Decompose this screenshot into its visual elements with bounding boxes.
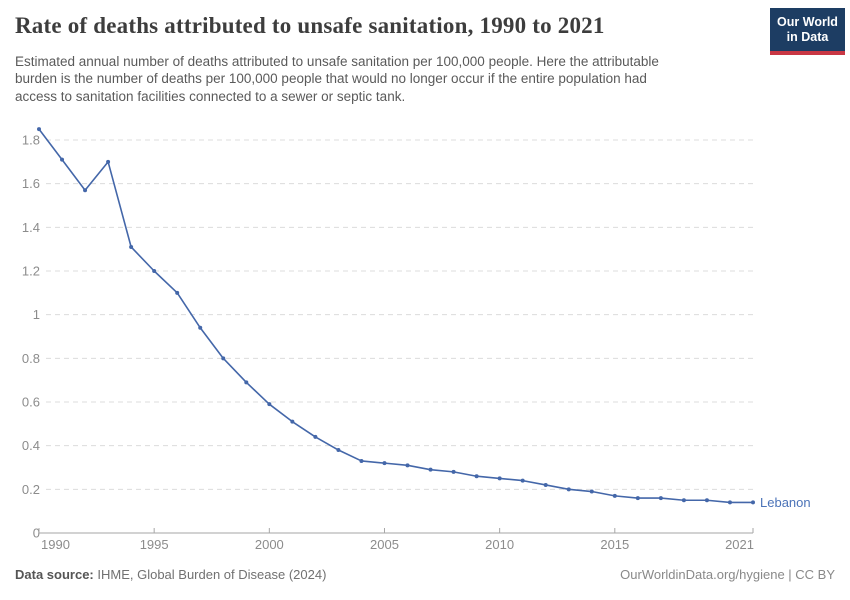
data-point-1999[interactable]: [244, 380, 249, 385]
data-point-1992[interactable]: [83, 188, 88, 193]
logo-text-line-1: Our World: [777, 15, 838, 29]
data-point-2005[interactable]: [382, 461, 387, 466]
y-tick-label: 1.2: [22, 264, 40, 279]
y-tick-label: 0.2: [22, 482, 40, 497]
data-point-2017[interactable]: [658, 496, 663, 501]
chart-footer: Data source: IHME, Global Burden of Dise…: [15, 567, 835, 582]
data-point-2006[interactable]: [405, 463, 410, 468]
data-point-2002[interactable]: [313, 434, 318, 439]
data-point-1995[interactable]: [152, 269, 157, 273]
data-point-2015[interactable]: [612, 493, 617, 498]
x-tick-label: 2021: [725, 537, 754, 552]
x-tick-label: 2000: [255, 537, 284, 552]
y-tick-label: 1.8: [22, 133, 40, 148]
data-point-1990[interactable]: [37, 127, 41, 132]
data-point-2003[interactable]: [336, 448, 341, 453]
subtitle-line-3: access to sanitation facilities connecte…: [15, 88, 406, 104]
data-point-2012[interactable]: [543, 482, 548, 487]
owid-logo[interactable]: Our World in Data: [770, 8, 845, 55]
data-source-value: IHME, Global Burden of Disease (2024): [93, 567, 327, 582]
x-tick-label: 2010: [485, 537, 514, 552]
y-tick-label: 0.6: [22, 395, 40, 410]
data-point-2021[interactable]: [751, 500, 755, 505]
data-point-2016[interactable]: [635, 496, 640, 501]
data-point-1997[interactable]: [198, 325, 203, 330]
data-point-2020[interactable]: [727, 500, 732, 505]
series-line-lebanon[interactable]: [38, 128, 754, 504]
y-tick-label: 0.4: [22, 438, 40, 453]
data-point-1991[interactable]: [60, 157, 65, 162]
data-point-2000[interactable]: [267, 402, 272, 407]
data-point-2018[interactable]: [681, 498, 686, 503]
chart-subtitle: Estimated annual number of deaths attrib…: [15, 53, 659, 105]
data-point-2013[interactable]: [566, 487, 571, 492]
data-point-2008[interactable]: [451, 469, 456, 474]
data-source-label: Data source:: [15, 567, 94, 582]
y-tick-label: 0.8: [22, 351, 40, 366]
x-tick-label: 2005: [370, 537, 399, 552]
y-tick-label: 1.6: [22, 176, 40, 191]
data-point-1996[interactable]: [175, 290, 180, 295]
data-point-2001[interactable]: [290, 419, 295, 424]
data-point-1994[interactable]: [129, 244, 134, 249]
data-point-2007[interactable]: [428, 467, 433, 472]
y-tick-label-zero: 0: [33, 526, 40, 541]
data-point-2019[interactable]: [704, 498, 709, 503]
data-point-2011[interactable]: [520, 478, 525, 483]
chart-title: Rate of deaths attributed to unsafe sani…: [15, 13, 605, 38]
attribution-link[interactable]: OurWorldinData.org/hygiene | CC BY: [620, 567, 835, 582]
x-tick-label: 1990: [41, 537, 70, 552]
data-point-2004[interactable]: [359, 458, 364, 463]
x-tick-label: 2015: [600, 537, 629, 552]
x-tick-label: 1995: [140, 537, 169, 552]
subtitle-line-2: burden is the number of deaths per 100,0…: [15, 71, 647, 87]
data-point-1993[interactable]: [106, 159, 111, 164]
data-point-2014[interactable]: [589, 489, 594, 494]
y-tick-label: 1.4: [22, 220, 40, 235]
subtitle-line-1: Estimated annual number of deaths attrib…: [15, 54, 659, 69]
data-point-2010[interactable]: [497, 476, 502, 481]
data-point-1998[interactable]: [221, 356, 226, 361]
series-label-lebanon[interactable]: Lebanon: [760, 495, 811, 510]
data-point-2009[interactable]: [474, 474, 479, 479]
data-source: Data source: IHME, Global Burden of Dise…: [15, 567, 326, 582]
y-tick-label: 1: [33, 307, 40, 322]
logo-text-line-2: in Data: [786, 30, 829, 44]
